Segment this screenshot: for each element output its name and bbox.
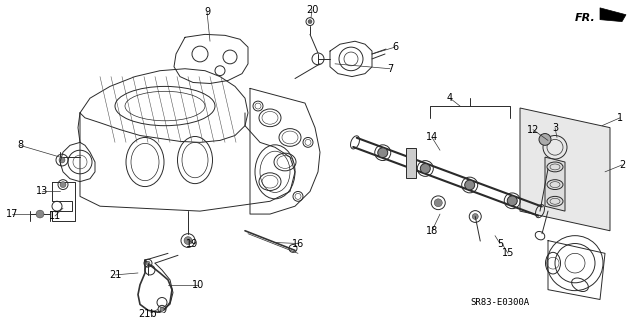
Text: 8: 8 (17, 140, 23, 150)
Circle shape (146, 261, 150, 265)
Circle shape (36, 210, 44, 218)
Text: 6: 6 (392, 42, 398, 52)
Circle shape (539, 134, 551, 145)
Text: 15: 15 (502, 248, 514, 258)
Text: 21: 21 (109, 270, 121, 280)
Circle shape (435, 199, 442, 207)
Text: 21b: 21b (139, 309, 157, 319)
Polygon shape (520, 108, 610, 231)
Text: 12: 12 (527, 125, 539, 135)
Text: 9: 9 (204, 7, 210, 17)
Polygon shape (545, 157, 565, 211)
Circle shape (60, 182, 66, 188)
Circle shape (59, 157, 65, 163)
Circle shape (508, 196, 517, 206)
Circle shape (465, 180, 475, 190)
Polygon shape (406, 148, 415, 178)
Text: 3: 3 (552, 122, 558, 133)
Circle shape (160, 307, 164, 311)
Text: FR.: FR. (575, 13, 596, 23)
Text: 5: 5 (497, 239, 503, 249)
Text: 10: 10 (192, 280, 204, 290)
Circle shape (184, 237, 192, 244)
Text: 4: 4 (447, 93, 453, 103)
Text: 16: 16 (292, 239, 304, 249)
Text: 13: 13 (36, 187, 48, 197)
Circle shape (472, 213, 478, 219)
Text: 19: 19 (186, 239, 198, 249)
Text: 18: 18 (426, 226, 438, 236)
Polygon shape (600, 8, 626, 22)
Circle shape (378, 148, 388, 158)
Text: 2: 2 (619, 160, 625, 170)
Text: SR83-E0300A: SR83-E0300A (470, 298, 529, 307)
Text: 7: 7 (387, 64, 393, 74)
Text: 11: 11 (49, 211, 61, 221)
Circle shape (420, 164, 430, 174)
Text: 17: 17 (6, 209, 18, 219)
Text: 20: 20 (306, 5, 318, 15)
Circle shape (308, 20, 312, 24)
Text: 1: 1 (617, 113, 623, 123)
Text: 14: 14 (426, 132, 438, 143)
